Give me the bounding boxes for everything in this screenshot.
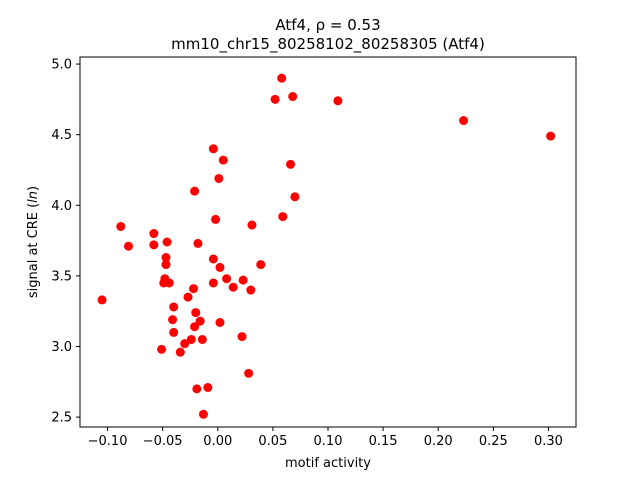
y-axis-label-prefix: signal at CRE ( bbox=[26, 203, 41, 298]
data-point bbox=[180, 339, 190, 349]
data-point bbox=[208, 144, 218, 154]
data-point bbox=[288, 92, 298, 102]
data-point bbox=[214, 173, 224, 183]
y-axis-label-unit: ln bbox=[26, 191, 41, 203]
data-point bbox=[286, 159, 296, 169]
data-point bbox=[197, 334, 207, 344]
y-tick-label: 4.0 bbox=[51, 199, 72, 214]
data-point bbox=[459, 116, 469, 126]
chart-title-line-1: Atf4, ρ = 0.53 bbox=[275, 16, 380, 34]
y-tick-label: 3.0 bbox=[51, 340, 72, 355]
x-axis-label: motif activity bbox=[285, 456, 371, 471]
data-point bbox=[222, 274, 232, 284]
data-point bbox=[218, 155, 228, 165]
data-point bbox=[97, 295, 107, 305]
data-point bbox=[208, 278, 218, 288]
data-point bbox=[203, 382, 213, 392]
data-point bbox=[333, 96, 343, 106]
data-point bbox=[256, 260, 266, 270]
x-tick-label: 0.30 bbox=[534, 434, 563, 449]
y-axis-ticks: 2.5 3.0 3.5 4.0 4.5 5.0 bbox=[51, 58, 80, 426]
x-tick-label: 0.25 bbox=[479, 434, 508, 449]
data-point bbox=[175, 347, 185, 357]
x-tick-label: 0.00 bbox=[203, 434, 232, 449]
data-point bbox=[162, 237, 172, 247]
data-point bbox=[270, 94, 280, 104]
y-tick-label: 4.5 bbox=[51, 128, 72, 143]
x-tick-label: −0.05 bbox=[143, 434, 183, 449]
data-point bbox=[191, 308, 201, 318]
data-point bbox=[161, 260, 171, 270]
y-axis-label-suffix: ) bbox=[26, 186, 41, 191]
y-tick-label: 2.5 bbox=[51, 411, 72, 426]
data-point bbox=[190, 322, 200, 332]
chart-title-line-2: mm10_chr15_80258102_80258305 (Atf4) bbox=[171, 35, 485, 54]
data-point bbox=[195, 316, 205, 326]
data-point bbox=[164, 278, 174, 288]
data-point bbox=[247, 220, 257, 230]
data-point bbox=[192, 384, 202, 394]
data-point bbox=[238, 275, 248, 285]
data-point bbox=[290, 192, 300, 202]
data-point bbox=[190, 186, 200, 196]
data-point bbox=[211, 214, 221, 224]
data-point bbox=[157, 344, 167, 354]
data-point bbox=[244, 368, 254, 378]
x-tick-label: 0.05 bbox=[258, 434, 287, 449]
data-point bbox=[186, 334, 196, 344]
data-point bbox=[123, 241, 133, 251]
data-point bbox=[278, 212, 288, 222]
data-point bbox=[183, 292, 193, 302]
y-tick-label: 5.0 bbox=[51, 58, 72, 73]
x-tick-label: 0.10 bbox=[314, 434, 343, 449]
x-tick-label: −0.10 bbox=[88, 434, 128, 449]
y-tick-label: 3.5 bbox=[51, 269, 72, 284]
data-point bbox=[168, 315, 178, 325]
data-point bbox=[208, 254, 218, 264]
data-point bbox=[161, 253, 171, 263]
data-point bbox=[228, 282, 238, 292]
data-point bbox=[149, 240, 159, 250]
data-point bbox=[215, 262, 225, 272]
data-point bbox=[198, 409, 208, 419]
data-point bbox=[193, 238, 203, 248]
data-point bbox=[149, 229, 159, 239]
x-tick-label: 0.15 bbox=[369, 434, 398, 449]
data-point bbox=[116, 221, 126, 231]
data-point bbox=[169, 327, 179, 337]
data-point bbox=[237, 332, 247, 342]
data-point bbox=[169, 302, 179, 312]
chart-title: Atf4, ρ = 0.53 mm10_chr15_80258102_80258… bbox=[171, 16, 485, 54]
data-point bbox=[246, 285, 256, 295]
x-axis-ticks: −0.10 −0.05 0.00 0.05 0.10 0.15 0.20 0.25 0.30 bbox=[88, 427, 563, 449]
x-tick-label: 0.20 bbox=[424, 434, 453, 449]
plot-area-frame bbox=[79, 56, 577, 428]
data-point bbox=[215, 317, 225, 327]
data-point bbox=[277, 73, 287, 83]
y-axis-label: signal at CRE (ln) bbox=[26, 186, 41, 298]
data-point bbox=[189, 284, 199, 294]
data-points bbox=[97, 73, 556, 419]
data-point bbox=[546, 131, 556, 141]
